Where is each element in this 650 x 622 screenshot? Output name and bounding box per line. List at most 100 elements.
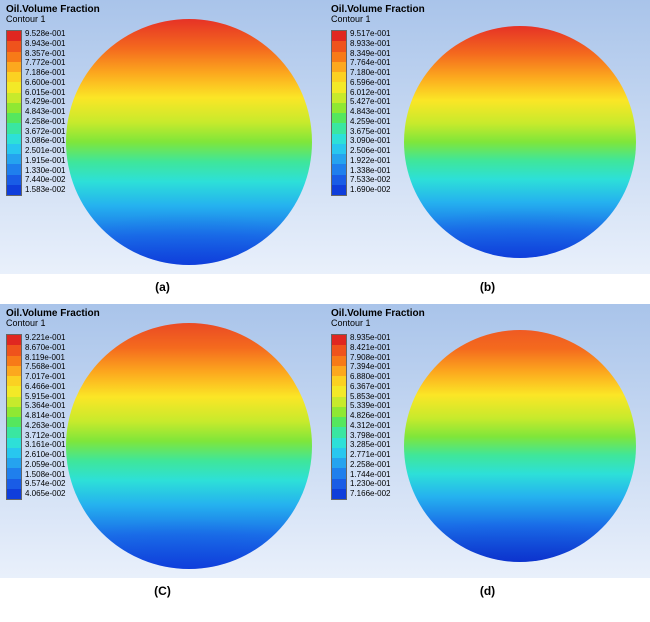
legend-value: 4.065e-002: [25, 490, 65, 498]
contour-fill: [66, 323, 312, 569]
legend-title: Oil.Volume FractionContour 1: [6, 4, 100, 25]
panel-d: Oil.Volume FractionContour 18.935e-0018.…: [325, 304, 650, 578]
colorbar-segment: [332, 427, 346, 437]
colorbar-segment: [7, 417, 21, 427]
colorbar-segment: [332, 72, 346, 82]
legend-value: 8.670e-001: [25, 344, 65, 352]
legend-value: 1.744e-001: [350, 471, 390, 479]
colorbar-segment: [332, 345, 346, 355]
colorbar-segment: [7, 448, 21, 458]
colorbar-segment: [7, 427, 21, 437]
colorbar-segment: [7, 397, 21, 407]
colorbar-segment: [7, 458, 21, 468]
legend-value: 7.440e-002: [25, 176, 65, 184]
legend-value: 3.086e-001: [25, 137, 65, 145]
legend-value: 2.059e-001: [25, 461, 65, 469]
legend-value: 4.263e-001: [25, 422, 65, 430]
legend-title: Oil.Volume FractionContour 1: [6, 308, 100, 329]
panel-caption: (a): [0, 274, 325, 304]
legend-value: 7.166e-002: [350, 490, 390, 498]
legend-value: 4.843e-001: [350, 108, 390, 116]
colorbar-segment: [7, 93, 21, 103]
colorbar-segment: [7, 154, 21, 164]
legend-value: 7.568e-001: [25, 363, 65, 371]
legend: 9.221e-0018.670e-0018.119e-0017.568e-001…: [6, 334, 65, 500]
colorbar-segment: [7, 386, 21, 396]
legend-labels: 8.935e-0018.421e-0017.908e-0017.394e-001…: [350, 334, 390, 498]
legend-labels: 9.517e-0018.933e-0018.349e-0017.764e-001…: [350, 30, 390, 194]
legend-value: 2.610e-001: [25, 451, 65, 459]
colorbar-segment: [332, 356, 346, 366]
legend-value: 6.466e-001: [25, 383, 65, 391]
contour-circle: [66, 19, 312, 265]
legend-value: 1.690e-002: [350, 186, 390, 194]
colorbar-segment: [332, 123, 346, 133]
colorbar: [6, 30, 22, 196]
legend-value: 6.015e-001: [25, 89, 65, 97]
legend-labels: 9.528e-0018.943e-0018.357e-0017.772e-001…: [25, 30, 65, 194]
legend-value: 4.814e-001: [25, 412, 65, 420]
legend-value: 5.364e-001: [25, 402, 65, 410]
colorbar-segment: [332, 417, 346, 427]
colorbar-segment: [332, 386, 346, 396]
legend-subtitle: Contour 1: [331, 15, 425, 25]
legend-value: 1.922e-001: [350, 157, 390, 165]
colorbar-segment: [7, 164, 21, 174]
legend-value: 9.221e-001: [25, 334, 65, 342]
colorbar-segment: [332, 31, 346, 41]
colorbar-segment: [332, 407, 346, 417]
colorbar-segment: [7, 335, 21, 345]
panel-caption: (d): [325, 578, 650, 608]
legend: 8.935e-0018.421e-0017.908e-0017.394e-001…: [331, 334, 390, 500]
panel-a: Oil.Volume FractionContour 1 9.528e-001 8.…: [0, 0, 325, 274]
legend-value: 1.915e-001: [25, 157, 65, 165]
legend-value: 4.312e-001: [350, 422, 390, 430]
legend-value: 3.285e-001: [350, 441, 390, 449]
legend-value: 1.230e-001: [350, 480, 390, 488]
colorbar-segment: [7, 479, 21, 489]
legend-value: 7.017e-001: [25, 373, 65, 381]
contour-circle: [66, 323, 312, 569]
colorbar-segment: [7, 144, 21, 154]
colorbar-segment: [332, 448, 346, 458]
legend-value: 1.508e-001: [25, 471, 65, 479]
colorbar-segment: [332, 113, 346, 123]
legend-value: 3.798e-001: [350, 432, 390, 440]
colorbar-segment: [332, 41, 346, 51]
legend-value: 6.012e-001: [350, 89, 390, 97]
colorbar-segment: [7, 134, 21, 144]
legend-value: 8.421e-001: [350, 344, 390, 352]
contour-fill: [66, 19, 312, 265]
colorbar-segment: [7, 52, 21, 62]
legend-value: 5.339e-001: [350, 402, 390, 410]
legend-value: 8.349e-001: [350, 50, 390, 58]
colorbar-segment: [332, 103, 346, 113]
colorbar-segment: [332, 185, 346, 195]
legend-value: 5.429e-001: [25, 98, 65, 106]
legend-value: 1.338e-001: [350, 167, 390, 175]
legend-value: 5.853e-001: [350, 393, 390, 401]
colorbar-segment: [332, 397, 346, 407]
contour-fill: [404, 330, 636, 562]
contour-fill: [404, 26, 636, 258]
legend-value: 2.506e-001: [350, 147, 390, 155]
contour-circle: [404, 26, 636, 258]
legend-value: 8.357e-001: [25, 50, 65, 58]
colorbar-segment: [332, 175, 346, 185]
colorbar-segment: [7, 41, 21, 51]
legend-value: 9.528e-001: [25, 30, 65, 38]
colorbar-segment: [332, 82, 346, 92]
legend-value: 2.258e-001: [350, 461, 390, 469]
colorbar: [331, 334, 347, 500]
colorbar-segment: [7, 356, 21, 366]
legend-value: 7.394e-001: [350, 363, 390, 371]
colorbar-segment: [332, 479, 346, 489]
colorbar-segment: [7, 113, 21, 123]
legend-value: 8.943e-001: [25, 40, 65, 48]
colorbar: [331, 30, 347, 196]
legend-subtitle: Contour 1: [331, 319, 425, 329]
legend-value: 2.501e-001: [25, 147, 65, 155]
colorbar-segment: [332, 335, 346, 345]
colorbar-segment: [332, 366, 346, 376]
colorbar-segment: [332, 154, 346, 164]
